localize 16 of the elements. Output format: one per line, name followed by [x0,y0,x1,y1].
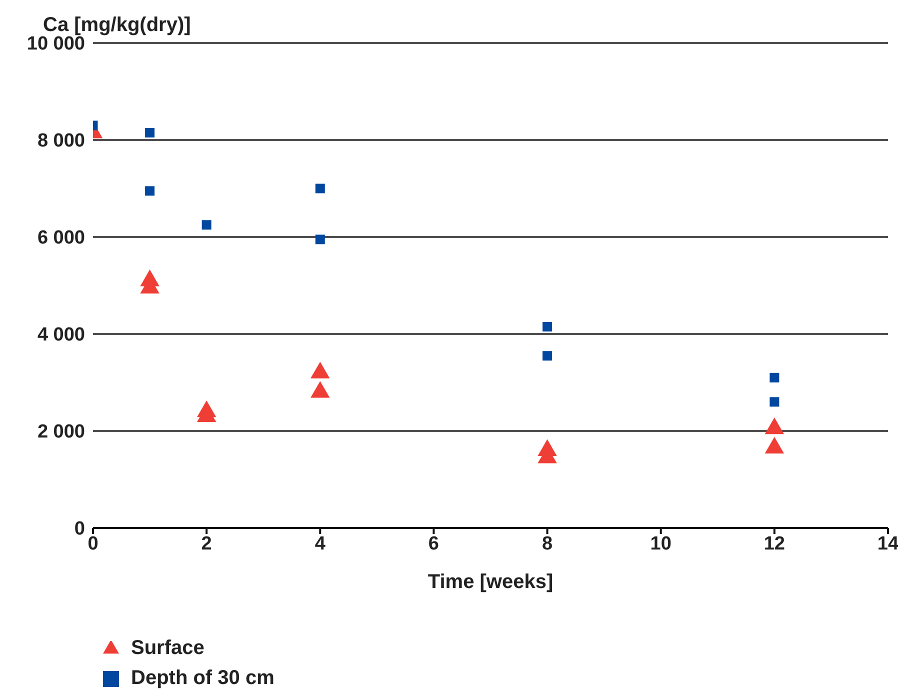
legend-label: Depth of 30 cm [131,667,274,689]
y-tick-label: 2 000 [37,422,85,443]
x-tick-label: 6 [428,533,440,554]
legend-label: Surface [131,637,204,659]
x-tick-label: 8 [542,533,553,554]
x-axis-title: Time [weeks] [428,571,554,593]
x-tick-label: 12 [764,533,785,554]
x-tick-label: 2 [201,533,212,554]
y-axis-title: Ca [mg/kg(dry)] [43,14,191,36]
x-tick-label: 4 [314,533,326,554]
y-tick-label: 4 000 [37,324,85,346]
y-tick-label: 8 000 [37,130,85,152]
y-tick-label: 6 000 [37,228,85,249]
x-tick-label: 10 [650,533,672,554]
x-tick-label: 0 [88,533,98,554]
y-tick-label: 0 [74,518,85,540]
